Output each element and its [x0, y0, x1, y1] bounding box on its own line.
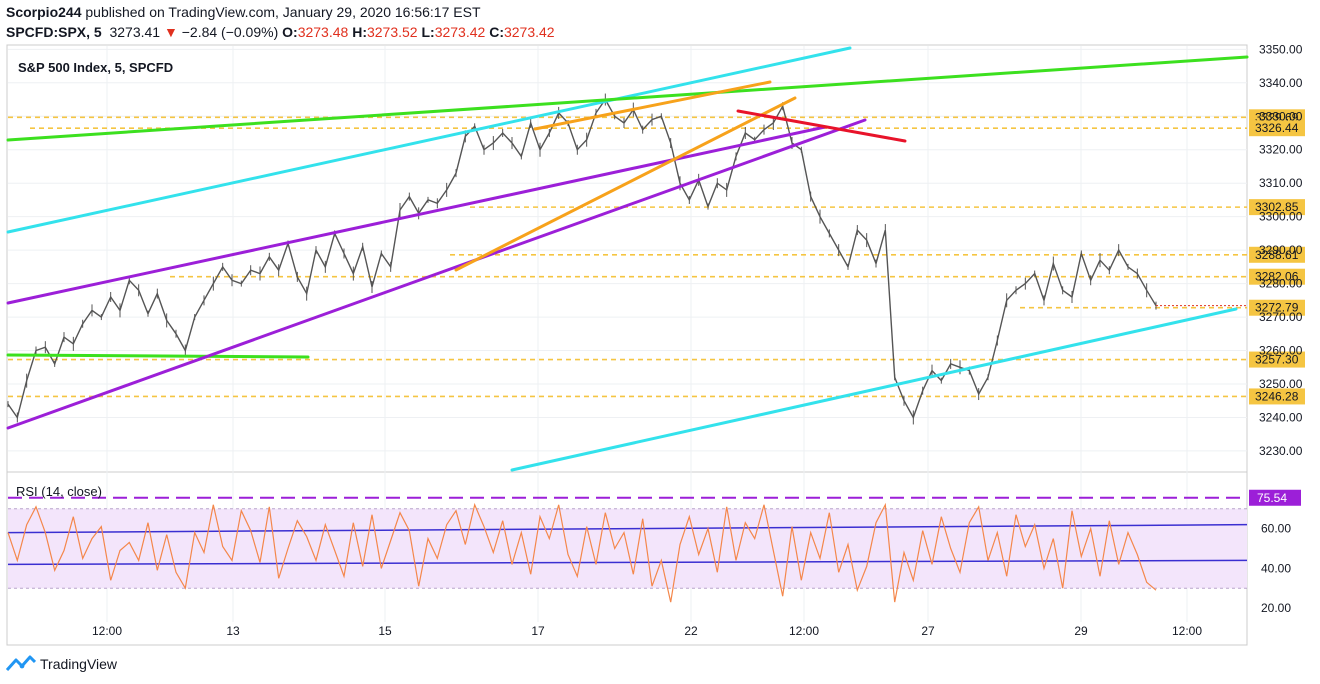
price-tick-label: 3340.00	[1259, 76, 1303, 90]
price-line	[7, 98, 1157, 420]
rsi-pane-title: RSI (14, close)	[16, 484, 102, 499]
green-horizontal-line	[6, 353, 310, 359]
close-value: 3273.42	[503, 24, 555, 40]
level-price-tag	[1249, 268, 1305, 285]
price-tick-label: 3270.00	[1259, 310, 1303, 324]
low-value: 3273.42	[434, 24, 486, 40]
price-tick-label: 3320.00	[1259, 143, 1303, 157]
brand-name: TradingView	[40, 656, 118, 672]
cyan-trendline-upper	[6, 46, 852, 234]
level-price-label: 3272.79	[1255, 301, 1299, 315]
symbol-label: SPCFD:SPX, 5	[6, 24, 102, 40]
purple-channel-upper	[6, 125, 827, 305]
level-price-label: 3282.06	[1255, 270, 1299, 284]
price-tick-label: 3260.00	[1259, 344, 1303, 358]
rsi-trendline-lower	[7, 559, 1248, 566]
price-tick-label: 3240.00	[1259, 410, 1303, 424]
level-price-tag	[1249, 246, 1305, 263]
level-price-label: 3302.85	[1255, 200, 1299, 214]
price-tick-label: 3290.00	[1259, 243, 1303, 257]
open-value: 3273.48	[297, 24, 349, 40]
price-tick-label: 3330.00	[1259, 109, 1303, 123]
time-tick-label: 29	[1074, 624, 1088, 638]
ohlc-line: SPCFD:SPX, 5 3273.41 ▼ −2.84 (−0.09%) O:…	[6, 24, 555, 40]
price-tick-label: 3280.00	[1259, 277, 1303, 291]
green-trendline	[6, 55, 1249, 142]
tradingview-brand[interactable]: TradingView	[6, 654, 117, 674]
author-name[interactable]: Scorpio244	[6, 4, 82, 20]
level-price-label: 3257.30	[1255, 353, 1299, 367]
rsi-level-label: 75.54	[1257, 491, 1287, 505]
close-label: C:	[489, 24, 504, 40]
level-price-tag	[1249, 199, 1305, 216]
time-tick-label: 27	[921, 624, 935, 638]
time-tick-label: 12:00	[1172, 624, 1202, 638]
time-tick-label: 12:00	[789, 624, 819, 638]
cyan-trendline-lower	[510, 307, 1238, 472]
rsi-tick-label: 60.00	[1261, 522, 1291, 536]
axes: 3350.00 3340.00 3330.00 3320.00 3310.00 3300.…	[92, 42, 1303, 638]
price-tick-label: 3250.00	[1259, 377, 1303, 391]
rsi-series: 75.54	[7, 489, 1301, 603]
level-price-tag	[1249, 351, 1305, 368]
red-trendline	[736, 109, 907, 143]
price-tick-label: 3310.00	[1259, 176, 1303, 190]
high-label: H:	[352, 24, 367, 40]
time-tick-label: 15	[378, 624, 392, 638]
orange-trendline-upper	[533, 80, 772, 131]
price-series	[7, 93, 1157, 425]
price-tick-label: 3300.00	[1259, 210, 1303, 224]
purple-channel-lower	[6, 118, 867, 430]
open-label: O:	[282, 24, 298, 40]
tradingview-logo-icon	[6, 655, 36, 672]
time-tick-label: 13	[226, 624, 240, 638]
level-price-label: 3326.44	[1255, 121, 1299, 135]
time-tick-label: 17	[531, 624, 545, 638]
rsi-level-tag	[1249, 489, 1301, 506]
low-label: L:	[421, 24, 435, 40]
rsi-tick-label: 40.00	[1261, 561, 1291, 575]
down-arrow-icon: ▼	[163, 24, 178, 40]
trendlines	[6, 46, 1249, 472]
price-change: −2.84 (−0.09%)	[181, 24, 279, 40]
price-tick-label: 3230.00	[1259, 444, 1303, 458]
level-price-tag	[1249, 120, 1305, 137]
publish-line: Scorpio244 published on TradingView.com,…	[6, 4, 481, 20]
level-price-tag	[1249, 388, 1305, 405]
price-tick-label: 3350.00	[1259, 42, 1303, 56]
level-price-label: 3288.61	[1255, 248, 1299, 262]
rsi-tick-label: 20.00	[1261, 601, 1291, 615]
time-tick-label: 22	[684, 624, 698, 638]
rsi-line	[7, 502, 1157, 603]
high-value: 3273.52	[366, 24, 418, 40]
last-price: 3273.41	[109, 24, 161, 40]
horizontal-levels: 3329.693326.443302.853288.613282.063272.…	[8, 109, 1305, 405]
rsi-trendline-upper	[7, 523, 1248, 534]
level-price-label: 3246.28	[1255, 389, 1299, 403]
price-pane-title: S&P 500 Index, 5, SPCFD	[18, 60, 173, 75]
level-price-tag	[1249, 299, 1305, 316]
time-tick-label: 12:00	[92, 624, 122, 638]
published-text: published on TradingView.com, January 29…	[85, 4, 481, 20]
orange-trendline-lower	[454, 96, 797, 272]
